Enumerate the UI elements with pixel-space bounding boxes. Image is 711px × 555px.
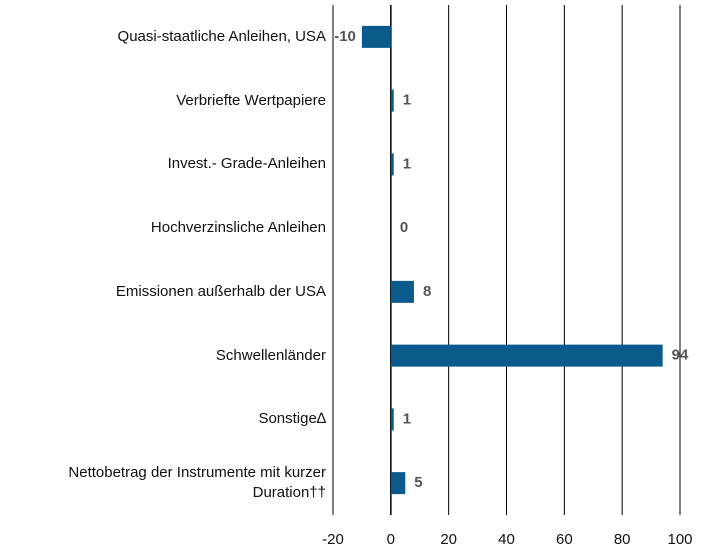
x-tick-label: 100 xyxy=(667,531,692,548)
x-tick-label: 40 xyxy=(498,531,515,548)
bar xyxy=(390,344,663,367)
bar xyxy=(390,408,394,431)
category-label: Nettobetrag der Instrumente mit kurzer D… xyxy=(68,464,326,502)
category-label: Verbriefte Wertpapiere xyxy=(176,91,326,109)
bar xyxy=(390,472,406,495)
bar xyxy=(390,280,414,303)
value-label: 8 xyxy=(423,283,431,300)
value-label: 0 xyxy=(400,219,408,236)
value-label: 5 xyxy=(414,474,422,491)
x-tick-label: 0 xyxy=(387,531,395,548)
x-tick-label: -20 xyxy=(322,531,344,548)
category-label: Emissionen außerhalb der USA xyxy=(115,282,326,300)
value-label: 94 xyxy=(672,347,689,364)
x-tick-label: 60 xyxy=(556,531,573,548)
category-label: Hochverzinsliche Anleihen xyxy=(150,219,326,237)
value-label: 1 xyxy=(403,92,411,109)
value-label: -10 xyxy=(334,28,356,45)
value-label: 1 xyxy=(403,155,411,172)
category-label: Sonstige∆ xyxy=(258,410,326,428)
bar xyxy=(390,89,394,112)
category-label: Invest.- Grade-Anleihen xyxy=(167,155,326,173)
category-label: Schwellenländer xyxy=(215,346,326,364)
bar xyxy=(390,153,394,176)
x-tick-label: 80 xyxy=(614,531,631,548)
x-tick-label: 20 xyxy=(440,531,457,548)
value-label: 1 xyxy=(403,410,411,427)
bar xyxy=(361,25,391,48)
category-label: Quasi-staatliche Anleihen, USA xyxy=(117,27,326,45)
